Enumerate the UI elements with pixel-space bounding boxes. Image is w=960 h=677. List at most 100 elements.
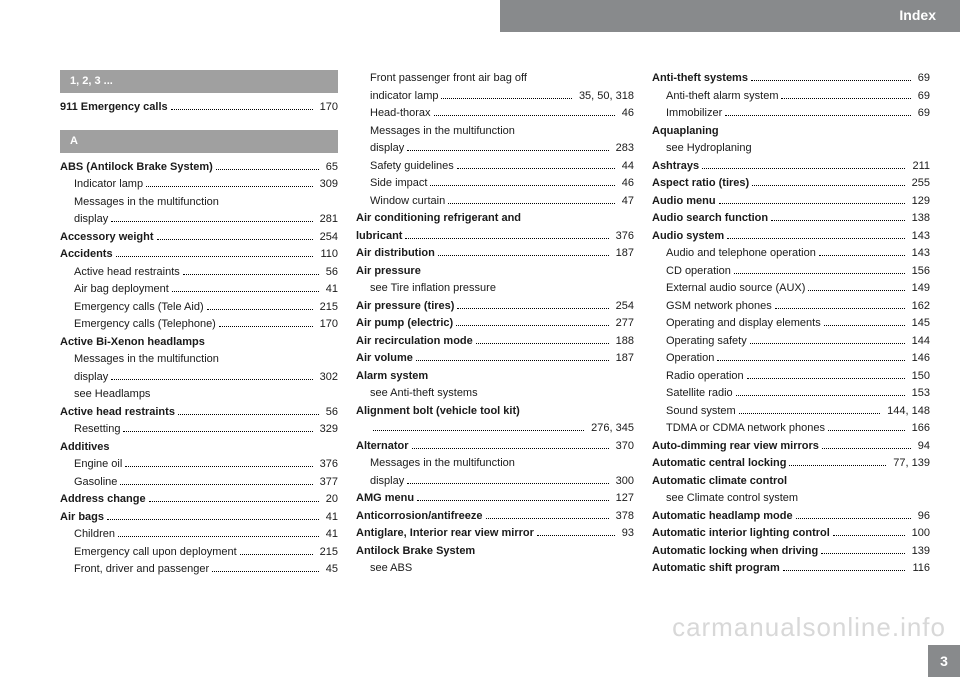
leader-dots — [146, 186, 313, 187]
leader-dots — [702, 168, 905, 169]
index-entry: lubricant376 — [356, 228, 634, 245]
index-entry: 276, 345 — [356, 420, 634, 437]
entry-page: 146 — [908, 350, 930, 367]
entry-label: Sound system — [666, 403, 736, 420]
entry-label: Alternator — [356, 438, 409, 455]
entry-page: 144 — [908, 333, 930, 350]
index-entry-noline: Antilock Brake System — [356, 543, 634, 560]
entry-label: Side impact — [370, 175, 427, 192]
leader-dots — [240, 554, 313, 555]
entry-page: 153 — [908, 385, 930, 402]
entry-label: Window curtain — [370, 193, 445, 210]
entry-label: Operating and display elements — [666, 315, 821, 332]
entry-label: Indicator lamp — [74, 176, 143, 193]
entry-page: 44 — [618, 158, 634, 175]
index-entry: Audio and telephone operation143 — [652, 245, 930, 262]
index-entry: Air volume187 — [356, 350, 634, 367]
leader-dots — [434, 115, 615, 116]
entry-page: 377 — [316, 474, 338, 491]
leader-dots — [212, 571, 319, 572]
entry-page: 254 — [612, 298, 634, 315]
entry-page: 300 — [612, 473, 634, 490]
leader-dots — [739, 413, 880, 414]
index-entry: display302 — [60, 369, 338, 386]
leader-dots — [183, 274, 319, 275]
entry-page: 41 — [322, 526, 338, 543]
entry-page: 166 — [908, 420, 930, 437]
entry-page: 116 — [908, 560, 930, 577]
leader-dots — [719, 203, 905, 204]
index-entry: Safety guidelines44 — [356, 158, 634, 175]
entry-page: 254 — [316, 229, 338, 246]
leader-dots — [430, 185, 614, 186]
leader-dots — [747, 378, 905, 379]
entry-label: Messages in the multifunction — [74, 353, 219, 365]
entry-label: Alignment bolt (vehicle tool kit) — [356, 405, 520, 417]
leader-dots — [107, 519, 319, 520]
entry-label: CD operation — [666, 263, 731, 280]
entry-label: Aquaplaning — [652, 125, 719, 137]
entry-label: Emergency calls (Tele Aid) — [74, 299, 204, 316]
leader-dots — [111, 221, 312, 222]
entry-label: Auto-dimming rear view mirrors — [652, 438, 819, 455]
entry-page: 47 — [618, 193, 634, 210]
index-entry-noline: Additives — [60, 439, 338, 456]
entry-label: Air pressure (tires) — [356, 298, 454, 315]
entry-label: see Anti-theft systems — [370, 387, 478, 399]
entry-label: see Headlamps — [74, 388, 150, 400]
entry-label: Anticorrosion/antifreeze — [356, 508, 483, 525]
index-entry: Sound system144, 148 — [652, 403, 930, 420]
entry-label: ABS (Antilock Brake System) — [60, 159, 213, 176]
index-entry-noline: Air conditioning refrigerant and — [356, 210, 634, 227]
index-entry-noline: Air pressure — [356, 263, 634, 280]
index-entry: External audio source (AUX)149 — [652, 280, 930, 297]
entry-label: Address change — [60, 491, 146, 508]
leader-dots — [207, 309, 313, 310]
leader-dots — [717, 360, 904, 361]
leader-dots — [172, 291, 319, 292]
entry-page: 41 — [322, 509, 338, 526]
header-band — [500, 0, 960, 32]
entry-page: 149 — [908, 280, 930, 297]
index-entry: Engine oil376 — [60, 456, 338, 473]
leader-dots — [125, 466, 312, 467]
index-entry: Gasoline377 — [60, 474, 338, 491]
entry-label: Messages in the multifunction — [74, 196, 219, 208]
entry-label: display — [74, 369, 108, 386]
index-entry: Air bags 41 — [60, 509, 338, 526]
leader-dots — [216, 169, 319, 170]
entry-page: 56 — [322, 404, 338, 421]
index-entry: GSM network phones162 — [652, 298, 930, 315]
index-entry: Audio menu129 — [652, 193, 930, 210]
leader-dots — [407, 483, 608, 484]
index-entry: Resetting329 — [60, 421, 338, 438]
entry-page: 145 — [908, 315, 930, 332]
entry-page: 69 — [914, 70, 930, 87]
leader-dots — [828, 430, 905, 431]
spacer — [60, 116, 338, 130]
index-entry-noline: Front passenger front air bag off — [356, 70, 634, 87]
entry-label: Front, driver and passenger — [74, 561, 209, 578]
entry-label: Antilock Brake System — [356, 545, 475, 557]
leader-dots — [417, 500, 609, 501]
index-entry-noline: Active Bi-Xenon headlamps — [60, 334, 338, 351]
entry-page: 215 — [316, 544, 338, 561]
index-entry-noline: Messages in the multifunction — [60, 351, 338, 368]
index-entry: Antiglare, Interior rear view mirror93 — [356, 525, 634, 542]
entry-page: 45 — [322, 561, 338, 578]
entry-page: 41 — [322, 281, 338, 298]
entry-label: Audio search function — [652, 210, 768, 227]
entry-page: 69 — [914, 88, 930, 105]
leader-dots — [727, 238, 905, 239]
index-entry: Air pump (electric)277 — [356, 315, 634, 332]
entry-label: Air bags — [60, 509, 104, 526]
entry-page: 69 — [914, 105, 930, 122]
leader-dots — [405, 238, 608, 239]
index-entry-noline: Messages in the multifunction — [60, 194, 338, 211]
leader-dots — [219, 326, 313, 327]
index-entry: Air recirculation mode188 — [356, 333, 634, 350]
entry-label: Head-thorax — [370, 105, 431, 122]
leader-dots — [750, 343, 905, 344]
leader-dots — [111, 379, 312, 380]
entry-label: Anti-theft alarm system — [666, 88, 778, 105]
